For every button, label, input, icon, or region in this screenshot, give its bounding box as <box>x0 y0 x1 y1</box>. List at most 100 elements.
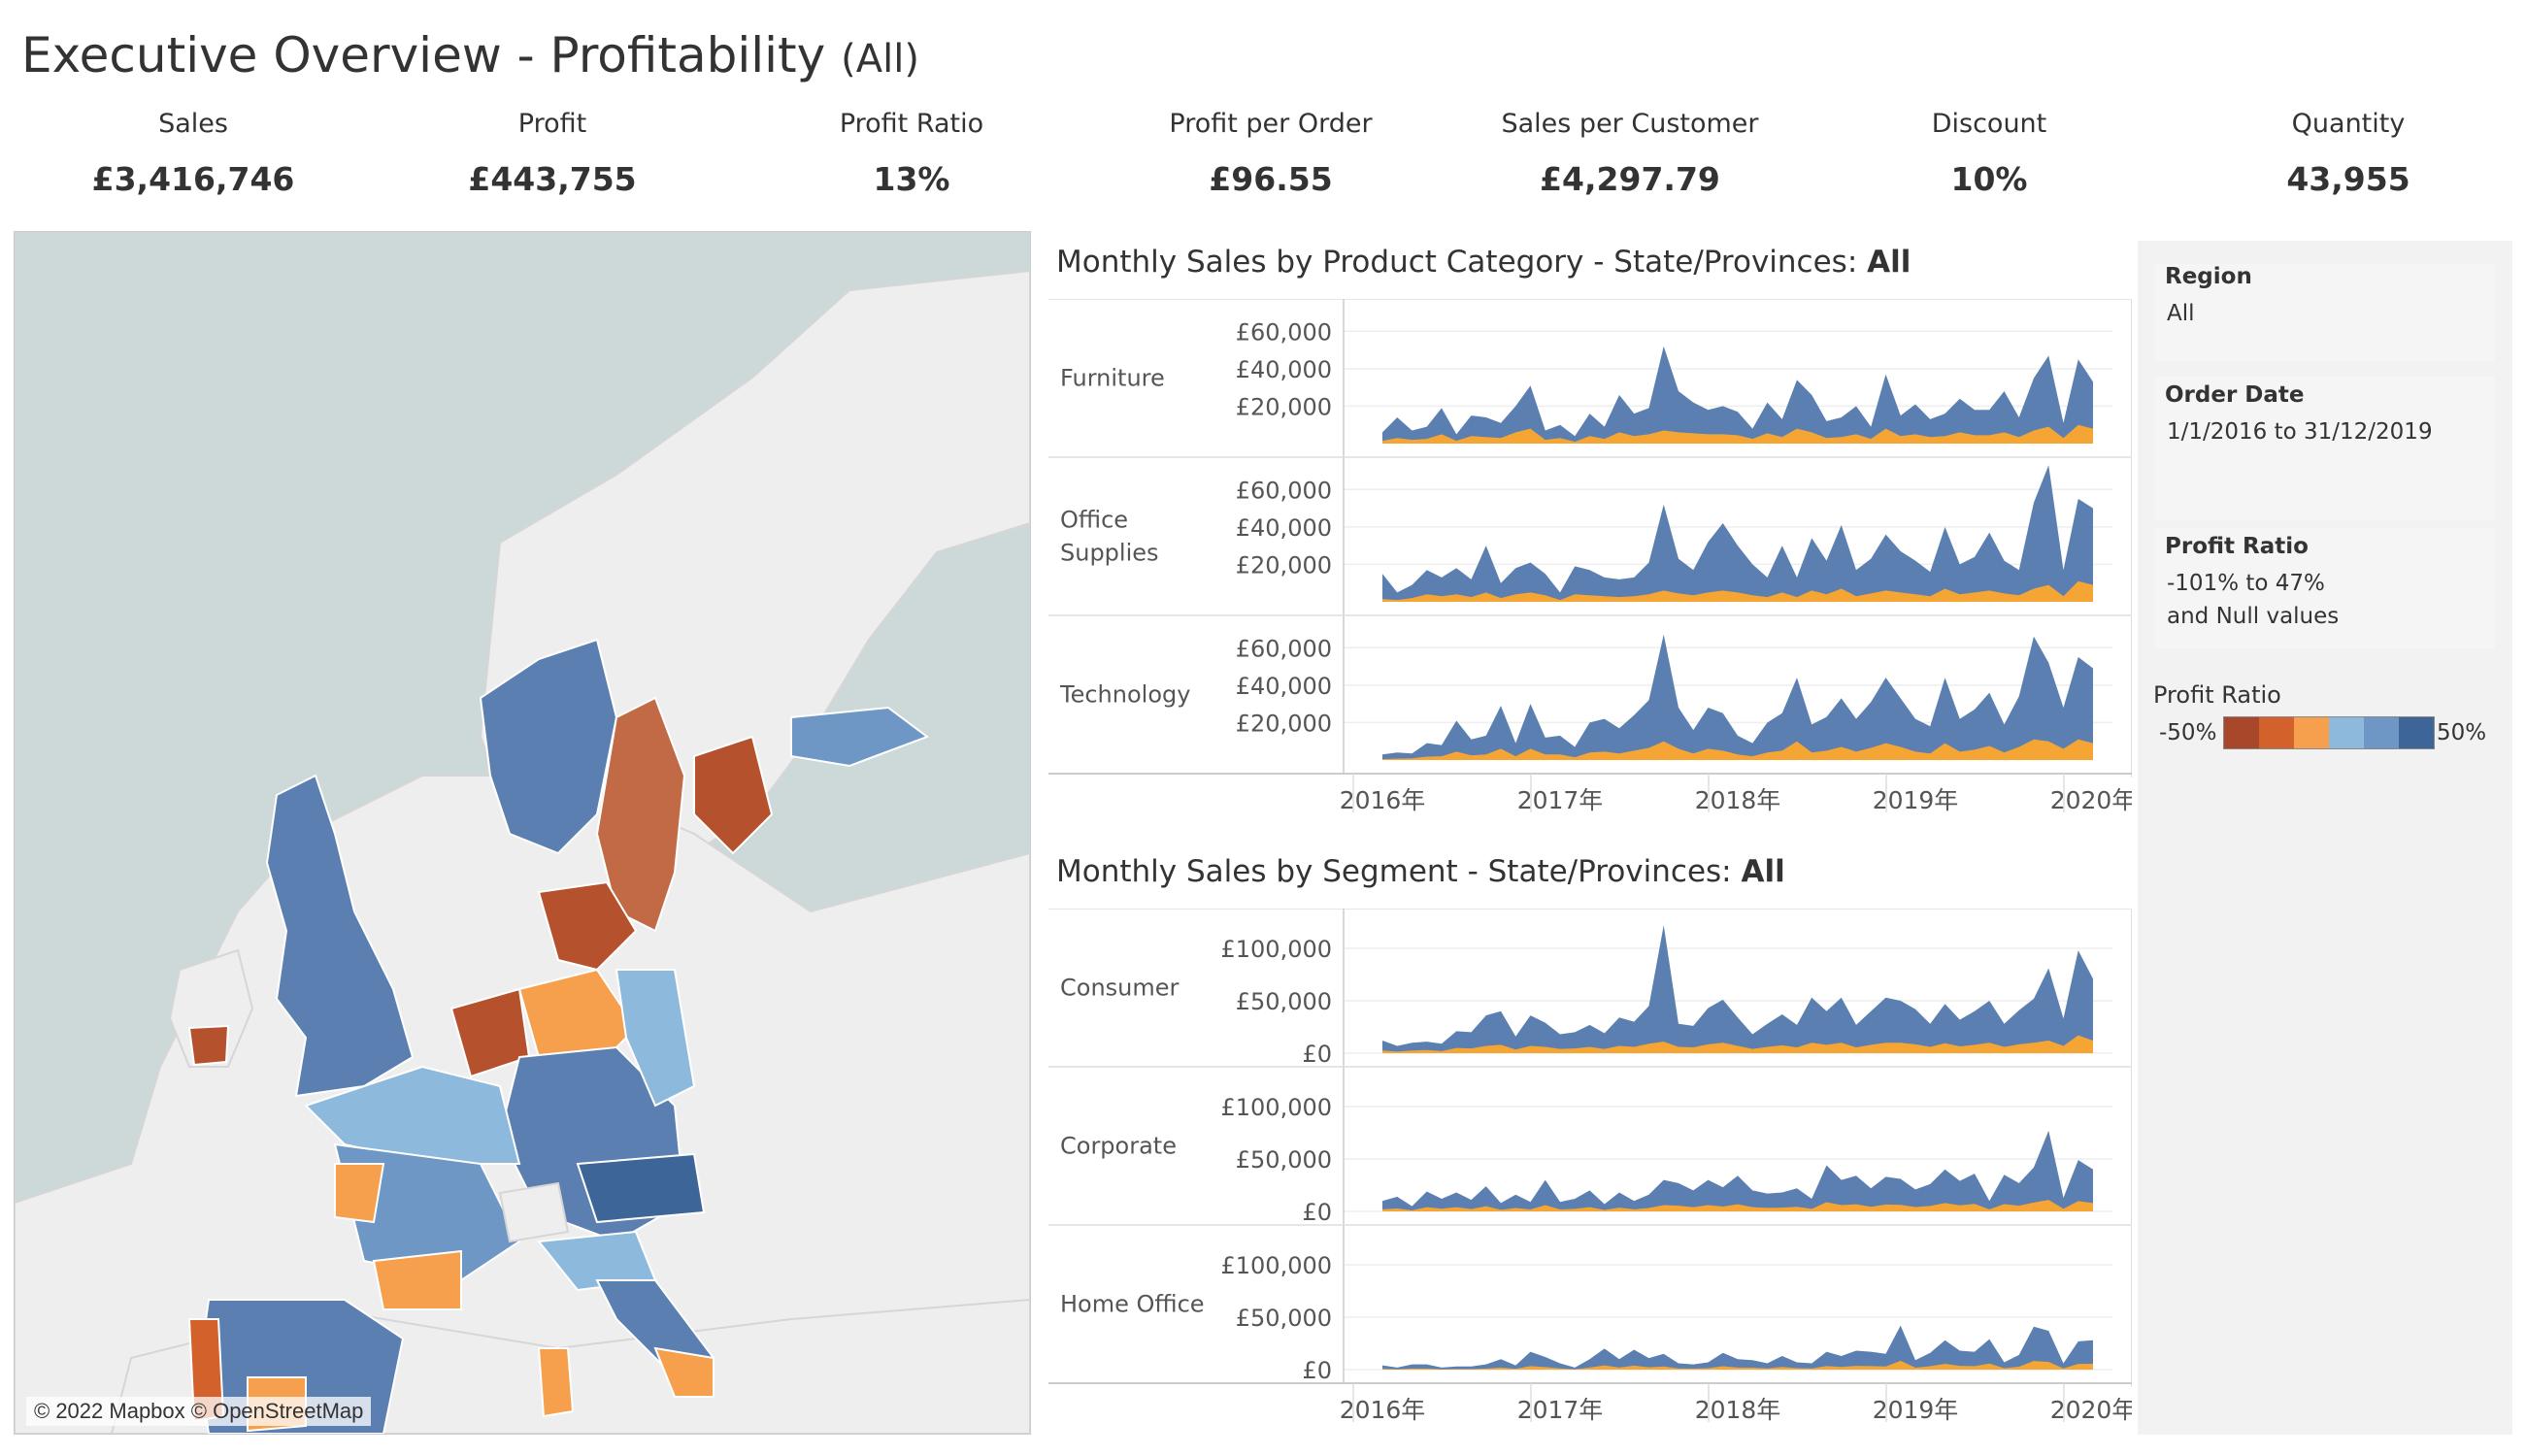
legend-swatch <box>2399 717 2434 748</box>
area-sales <box>1382 1325 2093 1370</box>
area-sales <box>1382 1130 2093 1211</box>
map-region-denmark <box>537 880 638 972</box>
map-region-austria <box>576 1152 706 1224</box>
legend-title: Profit Ratio <box>2153 681 2281 709</box>
kpi-discount: Discount 10% <box>1810 109 2169 198</box>
profit-ratio-map[interactable]: © 2022 Mapbox © OpenStreetMap <box>14 231 1031 1435</box>
legend-swatch <box>2224 717 2259 748</box>
area-profit <box>1382 424 2093 444</box>
region-filter-label: Region <box>2165 264 2252 289</box>
kpi-label: Profit Ratio <box>839 109 984 139</box>
kpi-sales: Sales £3,416,746 <box>14 109 373 198</box>
area-profit <box>1382 1360 2093 1370</box>
x-tick-label: 2017年 <box>1517 1396 1604 1424</box>
map-canvas <box>15 269 1030 1434</box>
panel-label: Home Office <box>1060 1291 1205 1318</box>
map-region-italy-south <box>653 1346 715 1398</box>
region-filter-value[interactable]: All <box>2167 301 2195 326</box>
legend-swatch <box>2364 717 2399 748</box>
x-tick-label: 2017年 <box>1517 786 1604 814</box>
kpi-value: £443,755 <box>468 160 637 198</box>
area-sales <box>1382 465 2093 602</box>
map-credit[interactable]: © 2022 Mapbox © OpenStreetMap <box>26 1397 372 1426</box>
profit-ratio-filter[interactable]: Profit Ratio -101% to 47% and Null value… <box>2155 528 2495 648</box>
map-region-sweden <box>595 696 686 933</box>
area-sales <box>1382 346 2093 444</box>
legend-high-label: 50% <box>2437 720 2487 745</box>
y-tick-label: £60,000 <box>1236 635 1332 662</box>
area-profit <box>1382 1200 2093 1211</box>
kpi-profit: Profit £443,755 <box>373 109 732 198</box>
color-legend[interactable] <box>2223 716 2435 749</box>
y-tick-label: £40,000 <box>1236 514 1332 542</box>
map-region-france-south <box>372 1249 462 1310</box>
category-chart-svg: Furniture £20,000 £40,000 £60,000 Office Supp… <box>1048 298 2136 814</box>
area-sales <box>1382 634 2093 760</box>
panel-label: Technology <box>1059 681 1190 709</box>
panel-1: Office Supplies £20,000 £40,000 £60,000 <box>1048 456 2132 616</box>
area-profit <box>1382 1035 2093 1053</box>
area-profit <box>1382 580 2093 602</box>
kpi-label: Quantity <box>2291 109 2406 139</box>
legend-swatch <box>2294 717 2329 748</box>
y-tick-label: £60,000 <box>1236 318 1332 346</box>
y-tick-label: £100,000 <box>1220 936 1332 963</box>
category-area-chart[interactable]: Furniture £20,000 £40,000 £60,000 Office Supp… <box>1048 298 2136 843</box>
area-profit <box>1382 739 2093 760</box>
kpi-label: Profit per Order <box>1169 109 1373 139</box>
legend-swatch <box>2259 717 2294 748</box>
panel-label: Furniture <box>1060 365 1165 392</box>
area-sales <box>1382 925 2093 1053</box>
panel-2: Home Office £0 £50,000 £100,000 <box>1048 1224 2132 1384</box>
segment-chart-title: Monthly Sales by Segment - State/Provinc… <box>1056 854 1785 889</box>
y-tick-label: £50,000 <box>1236 988 1332 1015</box>
y-tick-label: £0 <box>1302 1357 1332 1384</box>
kpi-quantity: Quantity 43,955 <box>2169 109 2526 198</box>
profit-ratio-filter-label: Profit Ratio <box>2165 534 2309 559</box>
map-region-finland-coast <box>693 735 774 855</box>
kpi-value: £4,297.79 <box>1540 160 1720 198</box>
segment-chart-svg: Consumer £0 £50,000 £100,000 Corporate £0 £50,… <box>1048 908 2136 1424</box>
y-tick-label: £100,000 <box>1220 1094 1332 1121</box>
y-tick-label: £20,000 <box>1236 551 1332 579</box>
map-region-poland <box>615 969 696 1108</box>
map-region-france-west <box>334 1163 385 1224</box>
kpi-label: Profit <box>517 109 587 139</box>
map-region-ireland-south <box>187 1024 230 1067</box>
x-tick-label: 2019年 <box>1873 1396 1959 1424</box>
x-tick-label: 2016年 <box>1340 1396 1426 1424</box>
x-tick-label: 2016年 <box>1340 786 1426 814</box>
kpi-value: 13% <box>873 160 950 198</box>
order-date-filter-value[interactable]: 1/1/2016 to 31/12/2019 <box>2167 419 2433 445</box>
x-tick-label: 2020年 <box>2050 1396 2132 1424</box>
order-date-filter[interactable]: Order Date 1/1/2016 to 31/12/2019 <box>2155 377 2495 520</box>
panel-label: Office <box>1060 507 1128 534</box>
panel-label: Corporate <box>1060 1133 1177 1160</box>
panel-label: Consumer <box>1060 975 1180 1002</box>
y-tick-label: £40,000 <box>1236 673 1332 700</box>
title-filter: (All) <box>841 37 919 82</box>
legend-swatch <box>2329 717 2364 748</box>
map-region-switzerland <box>498 1181 570 1243</box>
category-title-bold: All <box>1867 245 1911 280</box>
legend-low-label: -50% <box>2159 720 2217 745</box>
segment-title-text: Monthly Sales by Segment - State/Provinc… <box>1056 854 1742 889</box>
panel-label: Supplies <box>1060 540 1159 567</box>
panel-2: Technology £20,000 £40,000 £60,000 <box>1048 614 2132 775</box>
x-tick-label: 2018年 <box>1695 786 1781 814</box>
filter-panel: Region All Order Date 1/1/2016 to 31/12/… <box>2138 241 2512 1435</box>
y-tick-label: £100,000 <box>1220 1252 1332 1279</box>
y-tick-label: £20,000 <box>1236 393 1332 420</box>
y-tick-label: £0 <box>1302 1199 1332 1226</box>
segment-area-chart[interactable]: Consumer £0 £50,000 £100,000 Corporate £0 £50,… <box>1048 908 2136 1452</box>
panel-0: Furniture £20,000 £40,000 £60,000 <box>1048 298 2132 458</box>
kpi-profit-per-order: Profit per Order £96.55 <box>1091 109 1450 198</box>
y-tick-label: £40,000 <box>1236 356 1332 383</box>
x-tick-label: 2019年 <box>1873 786 1959 814</box>
panel-1: Corporate £0 £50,000 £100,000 <box>1048 1066 2132 1226</box>
region-filter[interactable]: Region All <box>2155 264 2495 361</box>
x-tick-label: 2020年 <box>2050 786 2132 814</box>
profit-ratio-filter-value[interactable]: -101% to 47% and Null values <box>2167 571 2340 629</box>
kpi-value: £96.55 <box>1209 160 1333 198</box>
y-tick-label: £60,000 <box>1236 477 1332 504</box>
